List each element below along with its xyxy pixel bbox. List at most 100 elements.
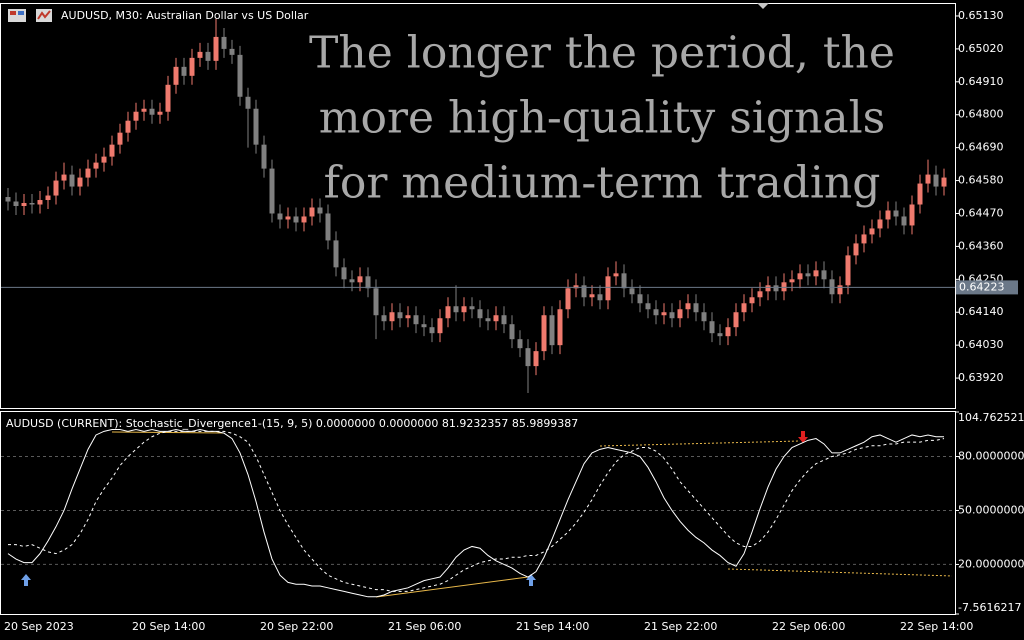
divergence-line xyxy=(375,576,529,598)
candle-body xyxy=(13,201,19,206)
y-tick-label: -7.5616217 xyxy=(958,601,1021,614)
y-tick-label: 0.63920 xyxy=(958,371,1004,384)
indicator-panel-frame xyxy=(0,411,956,615)
candle-body xyxy=(437,318,443,334)
candle-body xyxy=(45,195,51,201)
candle-body xyxy=(933,174,939,187)
candle-body xyxy=(733,312,739,328)
overlay-text: The longer the period, the xyxy=(309,28,895,79)
candle-body xyxy=(709,321,715,334)
candle-body xyxy=(485,318,491,322)
y-tick-label: 0.64030 xyxy=(958,338,1004,351)
candle-body xyxy=(325,213,331,241)
candle-body xyxy=(917,183,923,205)
y-tick-label: 80.0000000 xyxy=(958,450,1024,463)
candle-body xyxy=(61,174,67,181)
candle-body xyxy=(317,207,323,214)
candle-body xyxy=(661,312,667,316)
candle-body xyxy=(181,66,187,76)
candle-body xyxy=(829,279,835,295)
candle-body xyxy=(565,288,571,310)
candle-body xyxy=(461,306,467,313)
shift-marker[interactable] xyxy=(757,3,769,9)
candle-body xyxy=(605,276,611,301)
x-tick-label: 21 Sep 14:00 xyxy=(516,620,589,633)
candle-body xyxy=(197,51,203,58)
candle-body xyxy=(109,144,115,157)
y-tick-label: 0.64470 xyxy=(958,206,1004,219)
candle-body xyxy=(269,168,275,214)
candle-body xyxy=(853,243,859,256)
divergence-line xyxy=(599,440,801,447)
candle-body xyxy=(93,162,99,169)
y-tick-label: 0.64360 xyxy=(958,239,1004,252)
candle-body xyxy=(717,333,723,337)
candle-body xyxy=(581,285,587,298)
candle-body xyxy=(573,285,579,289)
candle-body xyxy=(557,309,563,346)
candle-body xyxy=(429,327,435,334)
candle-body xyxy=(669,312,675,319)
candle-body xyxy=(549,315,555,346)
toolbar-icons xyxy=(8,9,52,22)
candle-body xyxy=(861,234,867,244)
y-tick-label: 0.65020 xyxy=(958,42,1004,55)
candle-body xyxy=(741,303,747,313)
candle-body xyxy=(525,348,531,367)
candle-body xyxy=(773,285,779,292)
current-price-box xyxy=(956,280,1018,295)
candle-body xyxy=(261,144,267,169)
candle-body xyxy=(725,327,731,337)
candle-body xyxy=(213,36,219,61)
candle-body xyxy=(637,294,643,304)
candle-body xyxy=(221,36,227,49)
candle-body xyxy=(341,267,347,280)
candle-body xyxy=(645,303,651,310)
candle-body xyxy=(877,219,883,229)
candle-body xyxy=(797,273,803,280)
candle-body xyxy=(757,291,763,298)
candle-body xyxy=(133,111,139,121)
candle-body xyxy=(469,306,475,310)
candle-body xyxy=(701,312,707,322)
candle-body xyxy=(5,197,11,202)
icon-part xyxy=(10,11,16,15)
y-tick-label: 0.64800 xyxy=(958,108,1004,121)
candle-body xyxy=(613,273,619,277)
divergence-lines xyxy=(111,431,953,598)
candle-body xyxy=(365,276,371,289)
candle-body xyxy=(309,207,315,217)
x-tick-label: 20 Sep 14:00 xyxy=(132,620,205,633)
stochastic-line xyxy=(7,429,944,598)
candle-body xyxy=(189,57,195,76)
candle-body xyxy=(589,294,595,298)
x-tick-label: 22 Sep 06:00 xyxy=(772,620,845,633)
x-tick-label: 20 Sep 2023 xyxy=(4,620,74,633)
y-tick-label: 0.65130 xyxy=(958,9,1004,22)
candle-body xyxy=(301,216,307,223)
y-tick-label: 0.64690 xyxy=(958,141,1004,154)
candle-body xyxy=(805,273,811,277)
price-panel-frame xyxy=(0,3,956,409)
candle-body xyxy=(53,180,59,196)
candle-body xyxy=(749,297,755,304)
candle-body xyxy=(685,303,691,310)
candle-body xyxy=(21,203,27,206)
candle-body xyxy=(845,255,851,286)
candle-body xyxy=(253,108,259,145)
icon[interactable] xyxy=(8,9,26,22)
candle-body xyxy=(781,282,787,292)
candle-body xyxy=(677,309,683,319)
icon-part xyxy=(37,10,51,20)
candle-body xyxy=(765,285,771,292)
candle-body xyxy=(813,270,819,277)
candle-body xyxy=(509,324,515,340)
candle-body xyxy=(117,132,123,145)
candle-body xyxy=(165,84,171,112)
candle-body xyxy=(501,315,507,325)
overlay-text: more high-quality signals xyxy=(319,93,886,144)
candle-body xyxy=(125,120,131,133)
y-tick-label: 50.0000000 xyxy=(958,503,1024,516)
candle-body xyxy=(293,216,299,223)
